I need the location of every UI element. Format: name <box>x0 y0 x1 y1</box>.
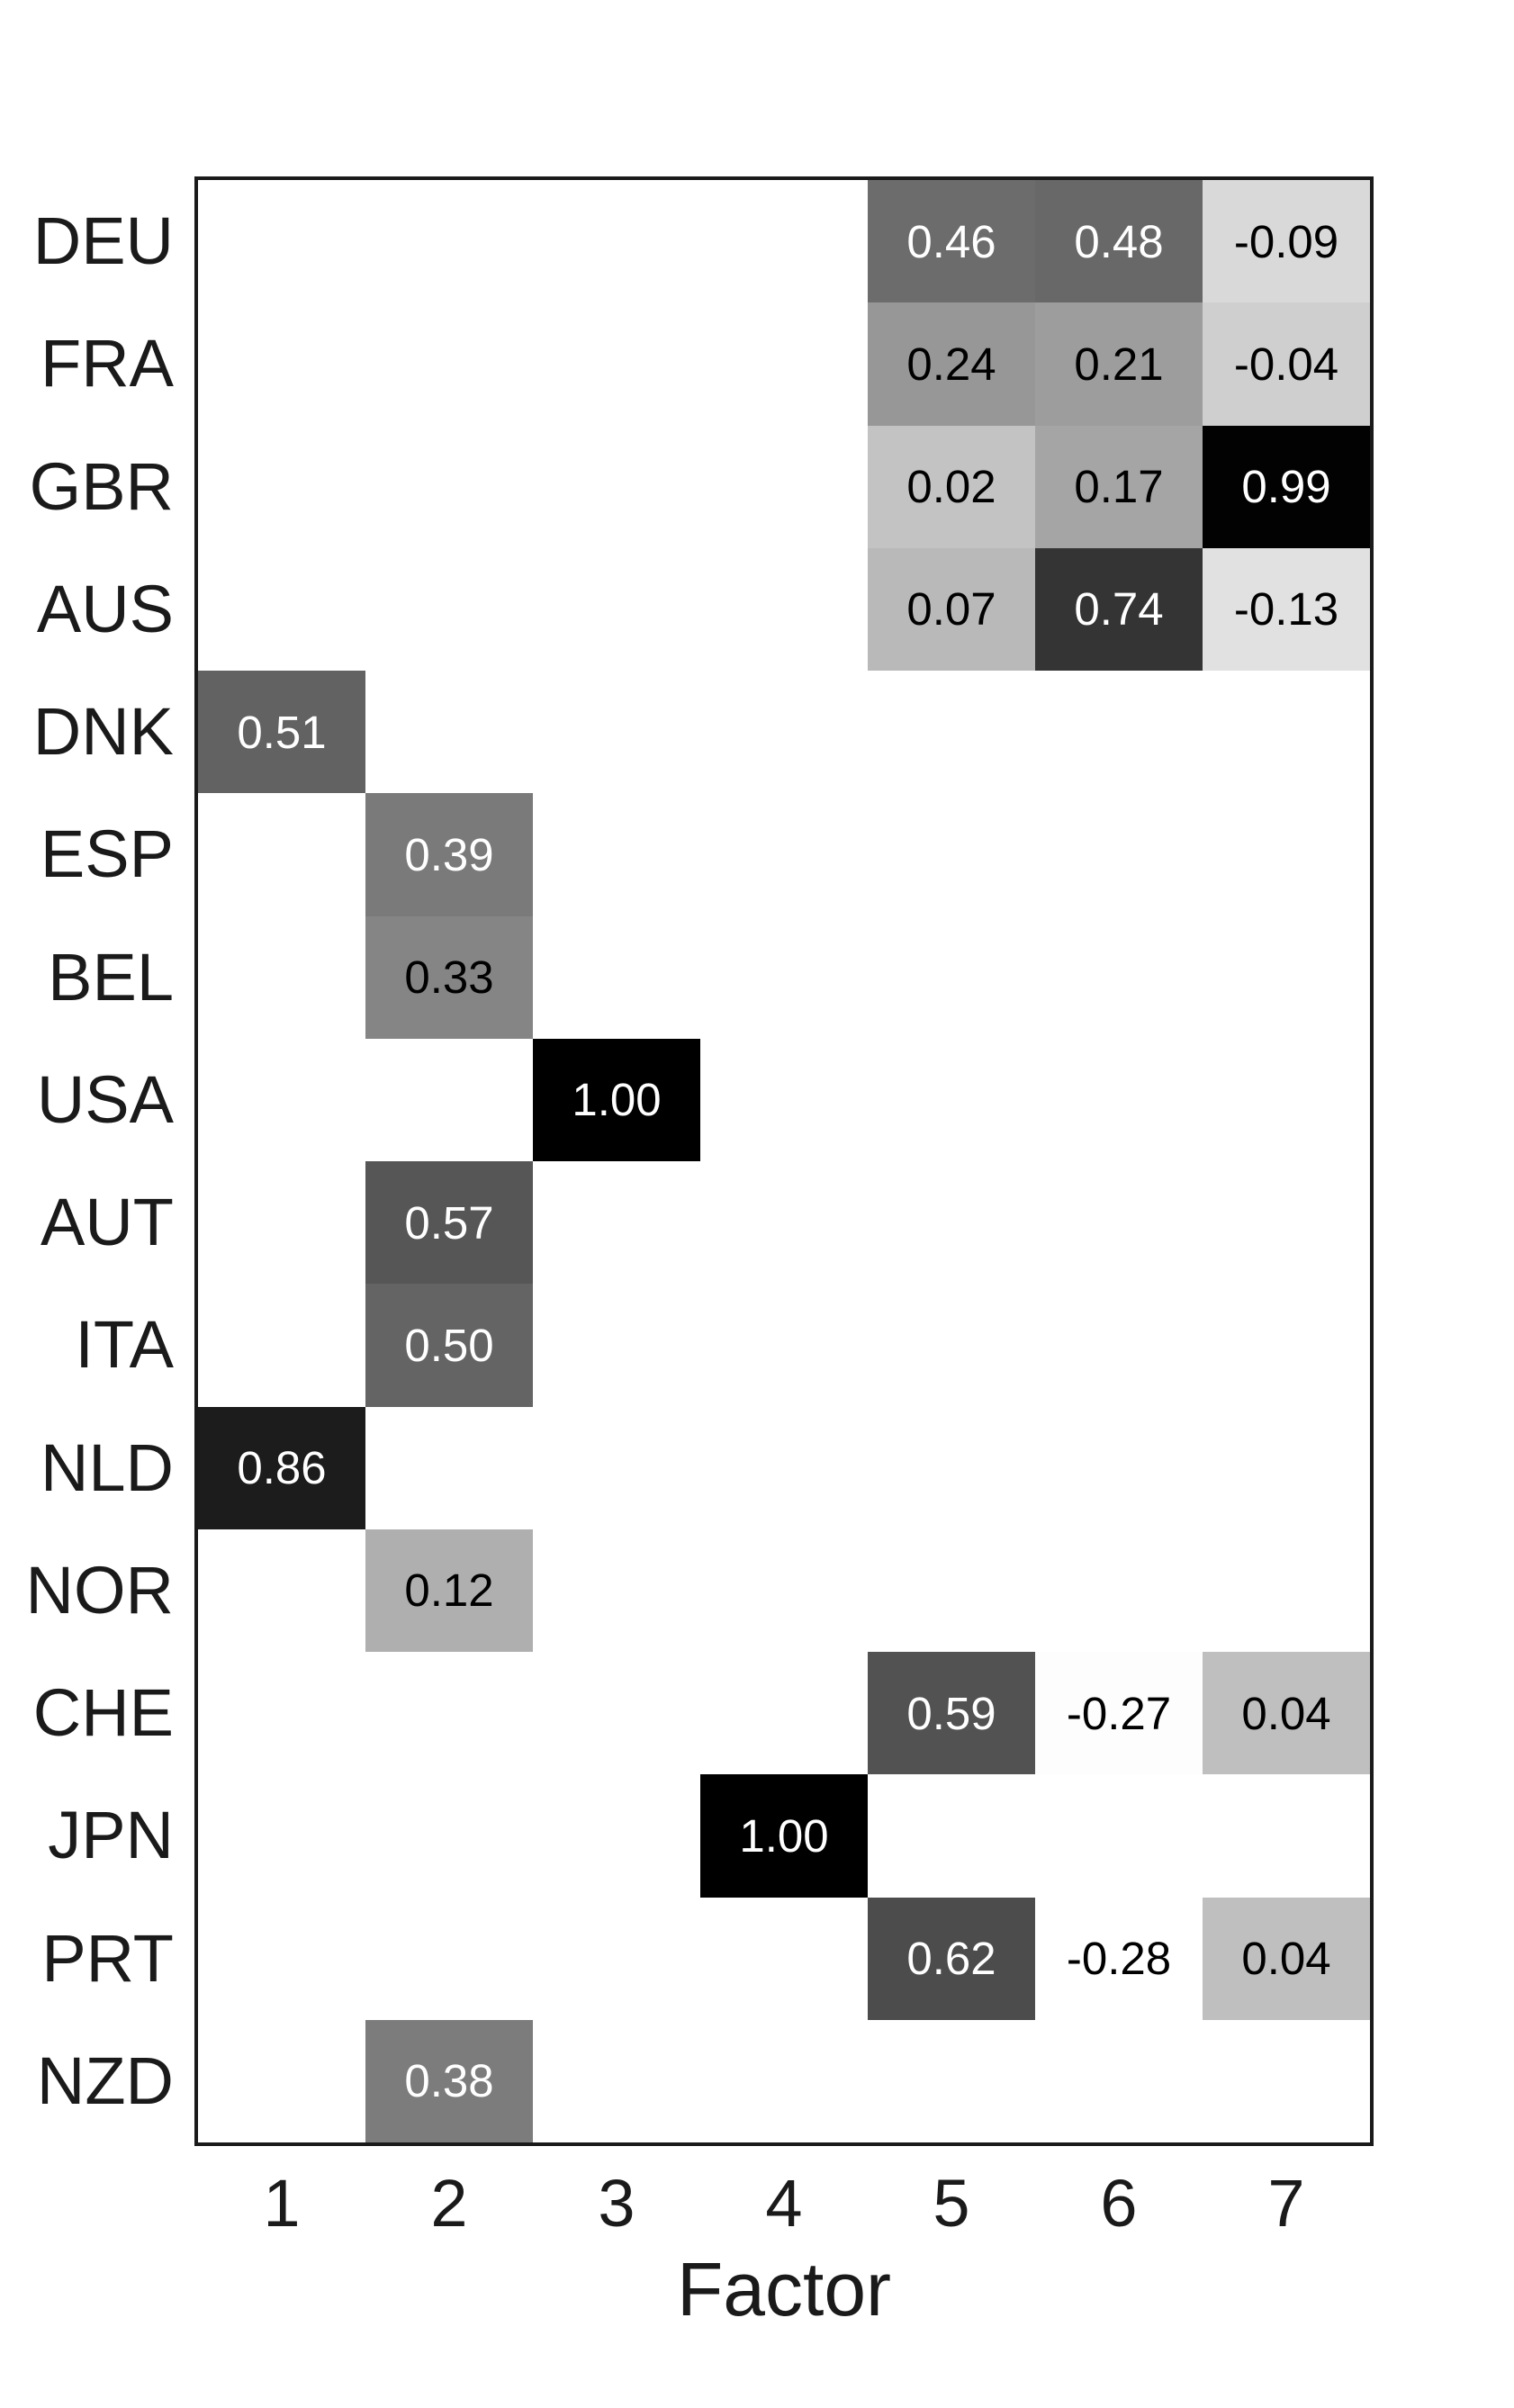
heatmap-cell-value: -0.27 <box>1035 1652 1203 1775</box>
y-axis-label: DEU <box>32 203 174 279</box>
y-axis-label: USA <box>36 1061 174 1137</box>
heatmap-cell-value: 0.74 <box>1035 547 1203 671</box>
heatmap-cell-value: 0.24 <box>868 302 1035 426</box>
heatmap-cell-value: 0.07 <box>868 547 1035 671</box>
y-axis-label: DNK <box>32 694 174 770</box>
x-axis-title: Factor <box>676 2247 892 2331</box>
heatmap-cell-value: 0.48 <box>1035 180 1203 303</box>
y-axis-label: JPN <box>48 1798 174 1873</box>
plot-border <box>194 176 1374 2146</box>
heatmap-cell-value: 0.02 <box>868 425 1035 548</box>
y-axis-label: PRT <box>41 1920 174 1996</box>
y-axis-labels: DEU FRA GBR AUS DNK ESP BEL USA AUT ITA NLD NOR CHE J… <box>0 180 174 2142</box>
heatmap-cell-value: -0.28 <box>1035 1897 1203 2020</box>
heatmap-grid: 0.46 0.48 -0.09 0.24 0.21 -0.04 0.02 0.17 0.99 0.… <box>198 180 1370 2142</box>
heatmap-cell-value: 1.00 <box>700 1774 868 1898</box>
heatmap-cell-value: 0.17 <box>1035 425 1203 548</box>
heatmap-cell-value: 0.21 <box>1035 302 1203 426</box>
y-axis-label: BEL <box>48 939 174 1015</box>
heatmap-cell-value: 0.86 <box>198 1406 365 1529</box>
y-axis-label: ITA <box>75 1307 174 1383</box>
y-axis-label: CHE <box>32 1675 174 1751</box>
x-axis-ticks: 1 2 3 4 5 6 7 <box>198 2166 1370 2241</box>
heatmap-cell-value: 1.00 <box>533 1038 700 1161</box>
y-axis-label: GBR <box>29 448 174 524</box>
heatmap-cell-value: 0.50 <box>365 1284 533 1407</box>
y-axis-label: ESP <box>40 816 174 892</box>
x-axis-tick-label: 1 <box>263 2166 301 2241</box>
heatmap-cell-value: 0.99 <box>1203 425 1370 548</box>
y-axis-label: AUS <box>36 571 174 646</box>
heatmap-cell-value: 0.39 <box>365 793 533 916</box>
y-axis-label: NOR <box>25 1552 174 1628</box>
x-axis-tick-label: 6 <box>1100 2166 1138 2241</box>
heatmap-cell-value: 0.59 <box>868 1652 1035 1775</box>
x-axis-tick-label: 3 <box>598 2166 635 2241</box>
heatmap-cell-value: 0.57 <box>365 1161 533 1285</box>
x-axis-tick-label: 4 <box>765 2166 803 2241</box>
heatmap-cell-value: -0.09 <box>1203 180 1370 303</box>
y-axis-label: FRA <box>41 326 174 401</box>
heatmap-cell-value: 0.04 <box>1203 1652 1370 1775</box>
heatmap-cell-value: 0.62 <box>868 1897 1035 2020</box>
y-axis-label: NLD <box>40 1429 174 1505</box>
heatmap-cell-value: 0.04 <box>1203 1897 1370 2020</box>
heatmap-cell-value: 0.33 <box>365 915 533 1039</box>
x-axis-tick-label: 5 <box>933 2166 970 2241</box>
x-axis-tick-label: 2 <box>430 2166 468 2241</box>
heatmap-cell-value: 0.51 <box>198 671 365 794</box>
heatmap-cell-value: -0.13 <box>1203 547 1370 671</box>
heatmap-cell-value: 0.38 <box>365 2019 533 2142</box>
y-axis-label: NZD <box>36 2043 174 2118</box>
heatmap-cell-value: -0.04 <box>1203 302 1370 426</box>
heatmap-cell-value: 0.12 <box>365 1529 533 1652</box>
heatmap-cell-value: 0.46 <box>868 180 1035 303</box>
y-axis-label: AUT <box>41 1185 174 1260</box>
x-axis-tick-label: 7 <box>1267 2166 1305 2241</box>
